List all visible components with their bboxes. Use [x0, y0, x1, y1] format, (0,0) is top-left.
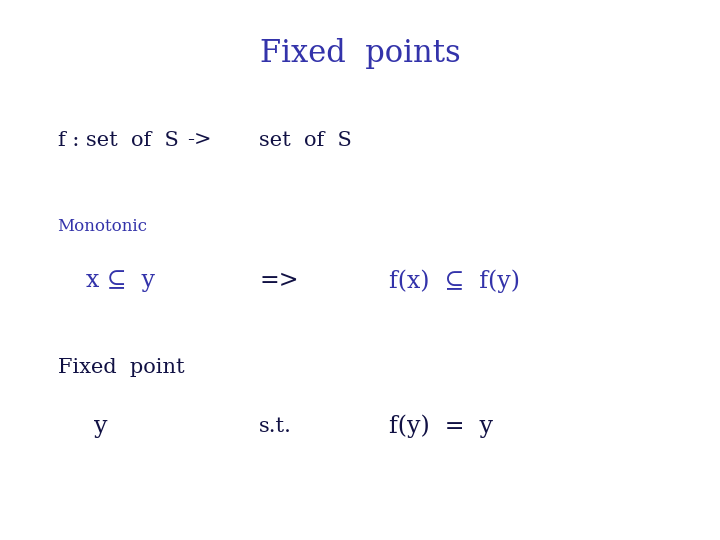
Text: f(x)  ⊆  f(y): f(x) ⊆ f(y) [389, 269, 520, 293]
Text: y: y [94, 415, 107, 438]
Text: s.t.: s.t. [259, 417, 292, 436]
Text: Monotonic: Monotonic [58, 218, 148, 235]
Text: x ⊆  y: x ⊆ y [86, 269, 156, 292]
Text: f : set  of  S: f : set of S [58, 131, 179, 150]
Text: ->: -> [187, 131, 212, 150]
Text: =>: => [259, 269, 299, 292]
Text: Fixed  points: Fixed points [260, 38, 460, 69]
Text: f(y)  =  y: f(y) = y [389, 415, 492, 438]
Text: Fixed  point: Fixed point [58, 357, 184, 377]
Text: set  of  S: set of S [259, 131, 352, 150]
